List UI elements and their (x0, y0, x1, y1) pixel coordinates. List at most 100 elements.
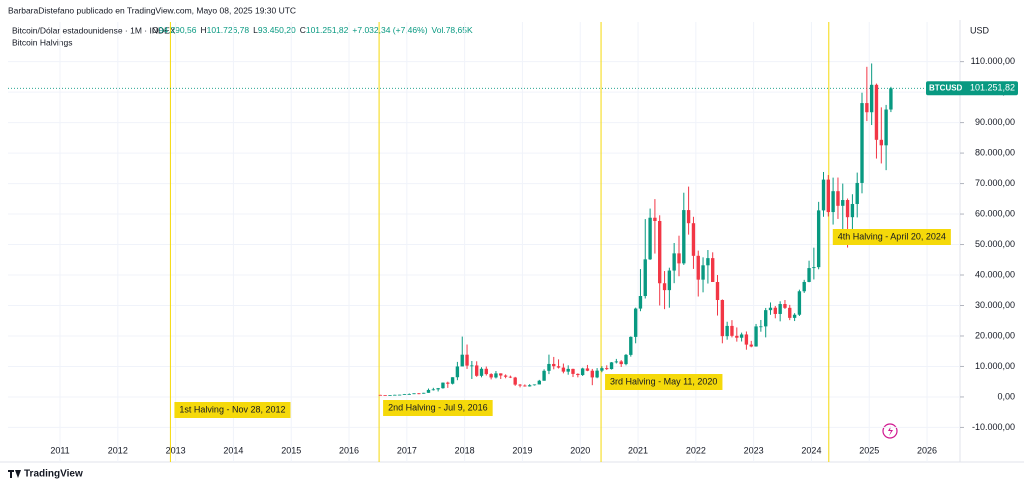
ohlc-volume: Vol.78,65K (432, 25, 473, 35)
candle-body (614, 361, 619, 363)
ohlc-low-label: L (253, 25, 258, 35)
candle-body (682, 210, 686, 264)
candle-body (436, 388, 440, 390)
x-tick-label: 2011 (50, 445, 69, 455)
price-tag-symbol: BTCUSD (929, 83, 963, 92)
candle-body (816, 210, 821, 268)
candle-body (831, 191, 835, 213)
candle-body (523, 385, 527, 387)
halving-label: 4th Halving - April 20, 2024 (838, 231, 946, 241)
candle-body (629, 336, 633, 355)
y-tick-label: 110.000,00 (971, 56, 1015, 66)
candle-body (797, 291, 802, 315)
candle-body (561, 367, 566, 372)
y-tick-label: 30.000,00 (975, 300, 1015, 310)
candle-body (725, 325, 729, 337)
candle-body (383, 395, 387, 396)
candle-body (542, 370, 546, 381)
candle-body (706, 258, 710, 266)
ohlc-close: 101.251,82 (306, 25, 349, 35)
candle-body (701, 265, 705, 280)
ohlc-change: +7.032,34 (+7,46%) (352, 25, 427, 35)
candle-body (518, 384, 522, 386)
candle-body (388, 395, 392, 396)
brand-name: TradingView (24, 469, 83, 480)
candle-body (566, 368, 570, 372)
symbol-title: Bitcoin/Dólar estadounidense · 1M · INDE… (12, 25, 176, 35)
candle-body (865, 103, 869, 113)
grid (8, 22, 960, 462)
candle-body (653, 217, 657, 221)
candle-body (407, 393, 411, 395)
candle-body (884, 109, 888, 146)
candle-body (489, 374, 493, 378)
candle-body (633, 308, 638, 337)
alert-bolt[interactable] (888, 426, 893, 436)
x-tick-label: 2025 (859, 445, 879, 455)
alert-icon[interactable] (882, 423, 898, 439)
x-tick-label: 2013 (166, 445, 186, 455)
ohlc-high: 101.726,78 (207, 25, 250, 35)
candle-body (874, 84, 879, 140)
ohlc-close-label: C (300, 25, 306, 35)
ohlc-open: 94.290,56 (159, 25, 197, 35)
candle-body (711, 258, 715, 282)
y-tick-label: 90.000,00 (975, 117, 1015, 127)
x-tick-label: 2014 (223, 445, 243, 455)
candle-body (465, 354, 469, 366)
candle-body (455, 366, 460, 378)
candle-body (450, 377, 455, 384)
y-tick-label: -10.000,00 (972, 422, 1015, 432)
ohlc-high-label: H (200, 25, 206, 35)
candle-body (764, 310, 768, 327)
candle-body (792, 314, 797, 318)
candle-body (691, 223, 696, 256)
y-tick-label: 10.000,00 (975, 361, 1015, 371)
candle-body (677, 253, 681, 264)
candle-body (580, 368, 585, 376)
candle-body (475, 365, 479, 376)
candle-body (879, 139, 883, 146)
y-tick-label: 70.000,00 (975, 178, 1015, 188)
candle-body (624, 354, 628, 365)
candle-body (715, 281, 720, 301)
x-tick-label: 2024 (801, 445, 821, 455)
alert-circle[interactable] (882, 423, 898, 439)
candle-body (494, 373, 498, 378)
candle-body (576, 373, 580, 376)
candle-body (417, 393, 421, 395)
currency: USD (970, 25, 990, 35)
candle-body (778, 304, 782, 314)
x-tick-label: 2026 (917, 445, 937, 455)
candle-body (807, 268, 811, 282)
price-tag: BTCUSD 101.251,82 (926, 81, 1018, 96)
ohlc-header: O94.290,56 H101.726,78 L93.450,20 C101.251,… (152, 25, 473, 35)
candle-body (556, 366, 561, 368)
candle-body (720, 300, 725, 337)
candle-body (393, 394, 397, 396)
candle-body (855, 182, 859, 204)
candle-body (484, 368, 488, 375)
brand-logo (8, 470, 21, 478)
candle-body (739, 334, 744, 338)
candle-body (431, 389, 436, 391)
candle-body (869, 84, 874, 113)
candle-body (658, 220, 662, 284)
candle-body (378, 394, 383, 396)
x-tick-label: 2023 (744, 445, 764, 455)
y-tick-label: 40.000,00 (975, 269, 1015, 279)
candle-body (788, 307, 792, 318)
y-tick-label: 80.000,00 (975, 147, 1015, 157)
y-tick-label: 20.000,00 (975, 330, 1015, 340)
candle-body (537, 380, 541, 385)
credit: BarbaraDistefano publicado en TradingVie… (8, 5, 296, 15)
candle-body (662, 283, 667, 291)
x-tick-label: 2022 (686, 445, 706, 455)
candle-body (889, 88, 893, 110)
candle-body (441, 382, 445, 389)
x-tick-label: 2015 (281, 445, 301, 455)
candle-body (503, 375, 508, 377)
halving-label-box (383, 400, 493, 416)
y-tick-label: 0,00 (997, 391, 1015, 401)
